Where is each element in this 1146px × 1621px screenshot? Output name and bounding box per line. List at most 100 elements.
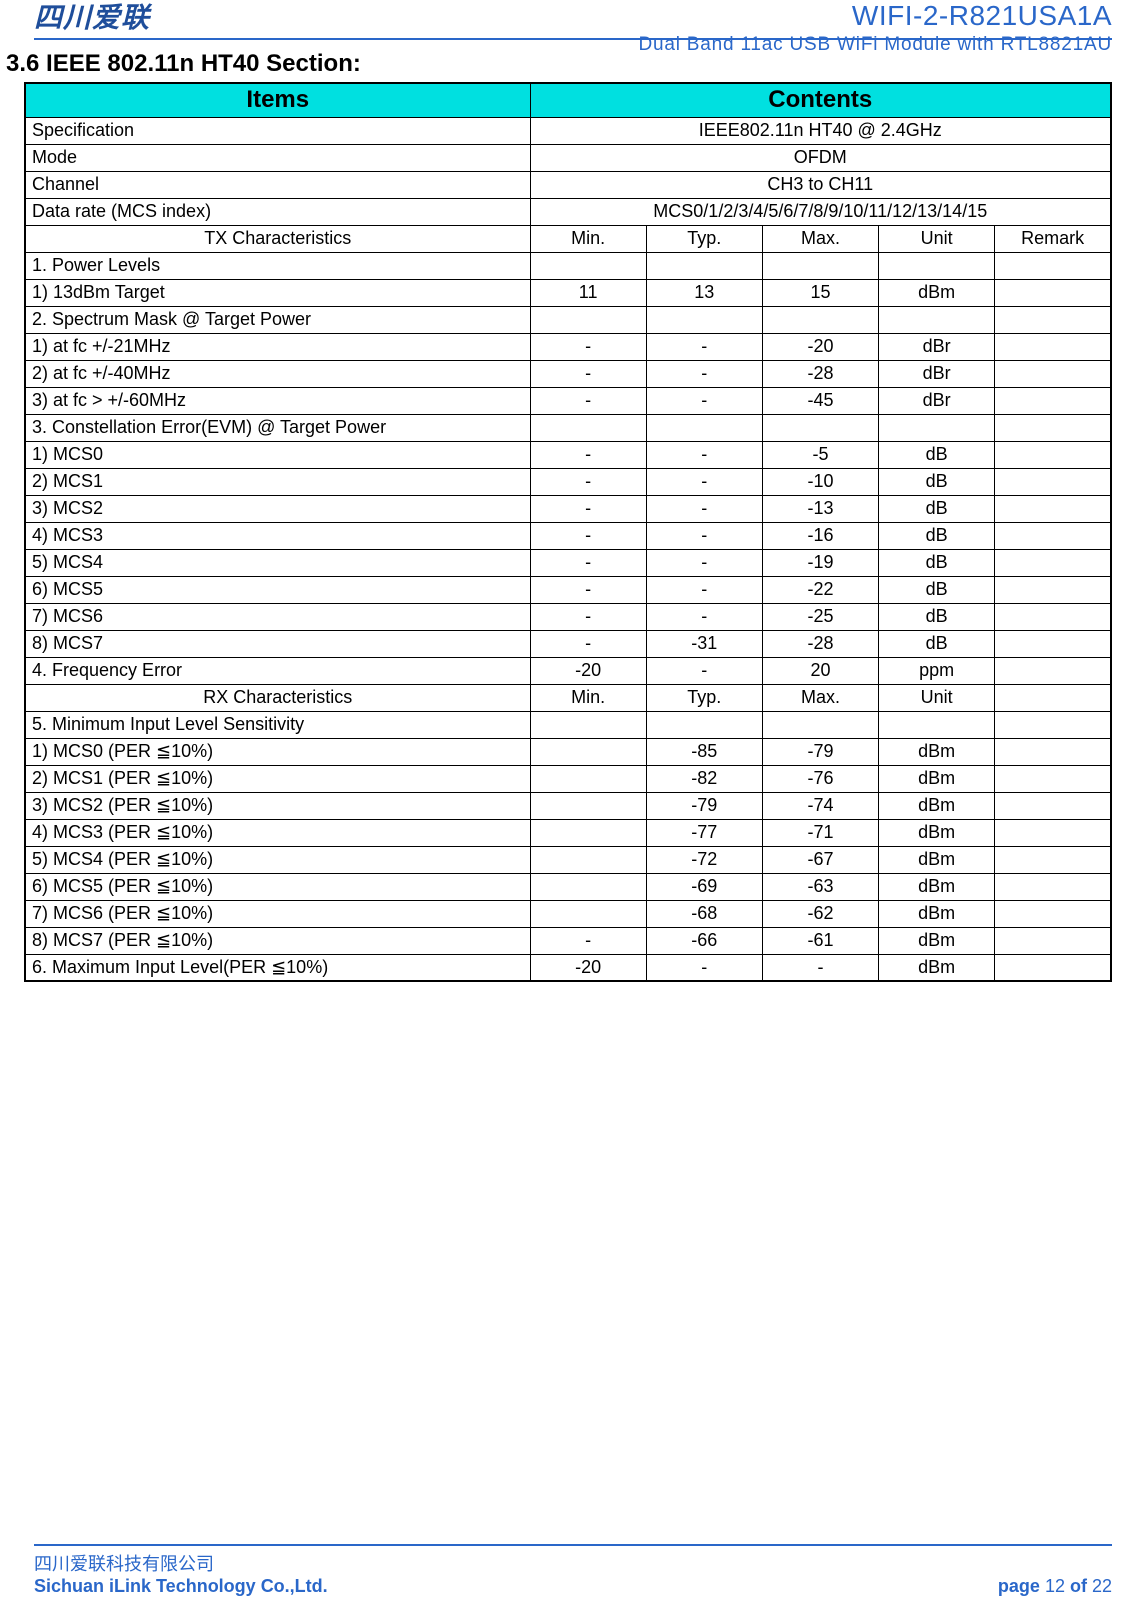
table-row: 4) MCS3---16dB	[25, 522, 1111, 549]
data-cell	[995, 549, 1111, 576]
data-cell: -82	[646, 765, 762, 792]
data-cell	[995, 927, 1111, 954]
data-cell: -25	[762, 603, 878, 630]
row-label: 1) MCS0	[25, 441, 530, 468]
table-row: 3) at fc > +/-60MHz---45dBr	[25, 387, 1111, 414]
subhead-cell: Max.	[762, 225, 878, 252]
table-row: 8) MCS7 (PER ≦10%)--66-61dBm	[25, 927, 1111, 954]
table-row: 6. Maximum Input Level(PER ≦10%)-20--dBm	[25, 954, 1111, 981]
table-row: 1) MCS0 (PER ≦10%)-85-79dBm	[25, 738, 1111, 765]
table-row: 1. Power Levels	[25, 252, 1111, 279]
data-cell: 11	[530, 279, 646, 306]
row-label: 6. Maximum Input Level(PER ≦10%)	[25, 954, 530, 981]
row-label: 2) MCS1 (PER ≦10%)	[25, 765, 530, 792]
table-row: 2) at fc +/-40MHz---28dBr	[25, 360, 1111, 387]
product-model: WIFI-2-R821USA1A	[638, 0, 1112, 32]
data-cell: dB	[879, 549, 995, 576]
table-row: 7) MCS6---25dB	[25, 603, 1111, 630]
data-cell: -79	[646, 792, 762, 819]
data-cell: -71	[762, 819, 878, 846]
data-cell	[879, 711, 995, 738]
table-row: 1) MCS0---5dB	[25, 441, 1111, 468]
data-cell: -	[530, 522, 646, 549]
table-row: Data rate (MCS index)MCS0/1/2/3/4/5/6/7/…	[25, 198, 1111, 225]
data-cell: -77	[646, 819, 762, 846]
row-label: 3) at fc > +/-60MHz	[25, 387, 530, 414]
table-row: 2) MCS1---10dB	[25, 468, 1111, 495]
footer-left: 四川爱联科技有限公司 Sichuan iLink Technology Co.,…	[34, 1550, 328, 1597]
data-cell: 15	[762, 279, 878, 306]
footer-divider	[34, 1544, 1112, 1546]
table-row: 3) MCS2---13dB	[25, 495, 1111, 522]
data-cell: -61	[762, 927, 878, 954]
row-label: 5. Minimum Input Level Sensitivity	[25, 711, 530, 738]
table-row: 3. Constellation Error(EVM) @ Target Pow…	[25, 414, 1111, 441]
data-cell: dBm	[879, 927, 995, 954]
table-row: 1) at fc +/-21MHz---20dBr	[25, 333, 1111, 360]
subhead-cell: Remark	[995, 225, 1111, 252]
data-cell: -	[646, 954, 762, 981]
data-cell	[995, 738, 1111, 765]
data-cell: ppm	[879, 657, 995, 684]
page-label: page	[998, 1576, 1045, 1596]
row-label: 3) MCS2	[25, 495, 530, 522]
data-cell: -	[530, 360, 646, 387]
data-cell	[646, 252, 762, 279]
data-cell: dBr	[879, 333, 995, 360]
subhead-cell: Min.	[530, 225, 646, 252]
data-cell	[995, 360, 1111, 387]
page-number: page 12 of 22	[998, 1576, 1112, 1597]
data-cell	[530, 873, 646, 900]
data-cell: dB	[879, 522, 995, 549]
data-cell: -69	[646, 873, 762, 900]
data-cell: -	[530, 927, 646, 954]
row-label: Channel	[25, 171, 530, 198]
data-cell: -76	[762, 765, 878, 792]
data-cell	[995, 414, 1111, 441]
subhead-cell: Typ.	[646, 684, 762, 711]
data-cell: -	[646, 549, 762, 576]
data-cell	[530, 738, 646, 765]
data-cell: dB	[879, 495, 995, 522]
table-row: 6) MCS5 (PER ≦10%)-69-63dBm	[25, 873, 1111, 900]
data-cell: -45	[762, 387, 878, 414]
table-row: 6) MCS5---22dB	[25, 576, 1111, 603]
data-cell	[995, 522, 1111, 549]
table-row: 2) MCS1 (PER ≦10%)-82-76dBm	[25, 765, 1111, 792]
footer-row: 四川爱联科技有限公司 Sichuan iLink Technology Co.,…	[34, 1550, 1112, 1597]
data-cell: -20	[762, 333, 878, 360]
data-cell: -68	[646, 900, 762, 927]
row-label: 2) MCS1	[25, 468, 530, 495]
data-cell: dBm	[879, 792, 995, 819]
data-cell	[530, 252, 646, 279]
data-cell: -85	[646, 738, 762, 765]
data-cell	[995, 468, 1111, 495]
row-value: CH3 to CH11	[530, 171, 1111, 198]
data-cell: -	[530, 441, 646, 468]
data-cell	[995, 711, 1111, 738]
data-cell: -	[530, 495, 646, 522]
data-cell: -19	[762, 549, 878, 576]
data-cell	[995, 252, 1111, 279]
data-cell: -	[646, 441, 762, 468]
row-label: 2) at fc +/-40MHz	[25, 360, 530, 387]
data-cell	[995, 495, 1111, 522]
data-cell: dBm	[879, 954, 995, 981]
data-cell	[530, 414, 646, 441]
data-cell: -79	[762, 738, 878, 765]
data-cell	[762, 252, 878, 279]
data-cell: dBm	[879, 738, 995, 765]
page-of: of	[1065, 1576, 1092, 1596]
data-cell	[995, 765, 1111, 792]
company-name-cn: 四川爱联科技有限公司	[34, 1550, 328, 1576]
data-cell: dBm	[879, 279, 995, 306]
table-row: RX CharacteristicsMin.Typ.Max.Unit	[25, 684, 1111, 711]
data-cell	[530, 792, 646, 819]
data-cell: dBr	[879, 387, 995, 414]
row-label: 7) MCS6 (PER ≦10%)	[25, 900, 530, 927]
data-cell: 13	[646, 279, 762, 306]
data-cell: -	[646, 468, 762, 495]
data-cell: dB	[879, 576, 995, 603]
data-cell	[530, 900, 646, 927]
row-label: Specification	[25, 117, 530, 144]
